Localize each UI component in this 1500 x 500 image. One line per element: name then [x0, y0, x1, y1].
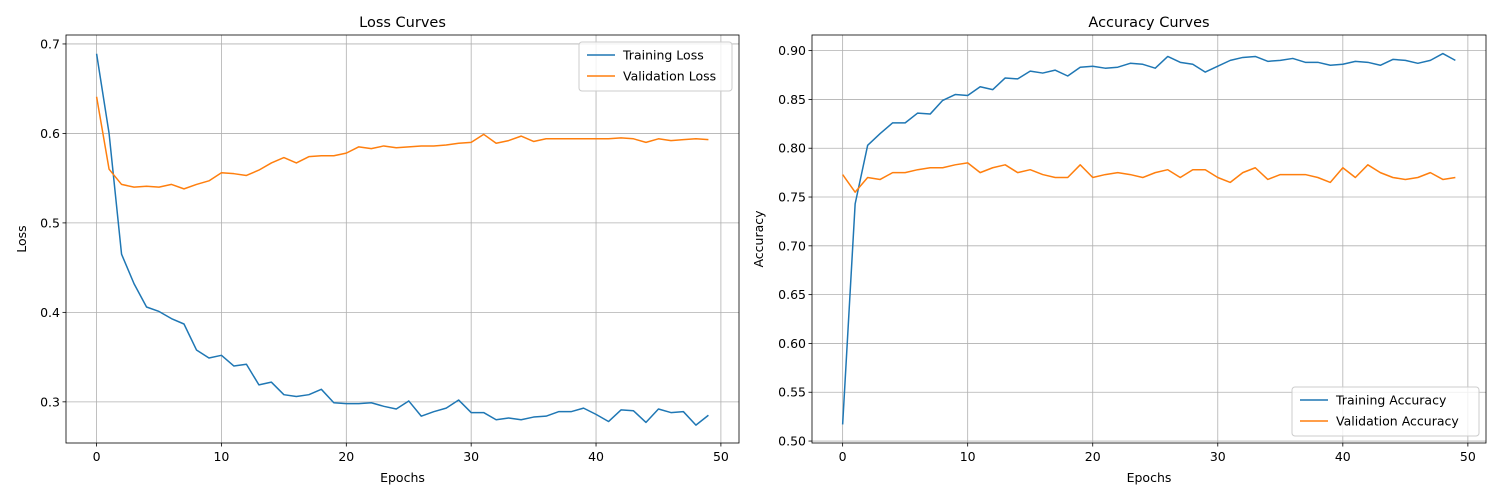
legend: Training Accuracy Validation Accuracy: [1291, 386, 1480, 437]
x-axis-label: Epochs: [1127, 470, 1172, 485]
x-tick-label: 40: [1335, 449, 1351, 464]
x-tick-label: 20: [338, 449, 354, 464]
y-tick-label: 0.70: [778, 238, 806, 253]
plot-frame: [811, 34, 1487, 444]
y-tick-label: 0.85: [778, 92, 806, 107]
legend-box: [1291, 386, 1480, 437]
x-tick-label: 0: [93, 449, 101, 464]
legend-label: Validation Loss: [623, 69, 716, 84]
y-tick-label: 0.65: [778, 287, 806, 302]
x-tick-label: 20: [1085, 449, 1101, 464]
legend: Training Loss Validation Loss: [578, 41, 733, 92]
x-tick-label: 50: [1460, 449, 1476, 464]
y-tick-label: 0.6: [40, 126, 60, 141]
x-tick-label: 10: [960, 449, 976, 464]
series-line-2: [842, 162, 1456, 193]
y-tick-label: 0.5: [40, 215, 60, 230]
y-tick-label: 0.55: [778, 385, 806, 400]
chart-2: 0 10 20 30 40 50 0.50 0.55 0.60 0.65 0.70 0.75 0.80 0…: [751, 15, 1487, 485]
chart-title: Loss Curves: [359, 15, 446, 31]
x-tick-label: 30: [463, 449, 479, 464]
x-tick-label: 40: [588, 449, 604, 464]
y-tick-label: 0.4: [40, 305, 60, 320]
chart-title: Accuracy Curves: [1088, 15, 1209, 31]
series-line-1: [95, 53, 709, 426]
x-tick-label: 10: [213, 449, 229, 464]
x-tick-label: 30: [1210, 449, 1226, 464]
y-tick-label: 0.90: [778, 43, 806, 58]
legend-box: [578, 41, 733, 92]
series-line-1: [841, 52, 1456, 425]
chart-1: 0 10 20 30 40 50 0.3 0.4 0.5 0.6 0.7 Loss Curves Epo…: [14, 15, 740, 485]
y-tick-label: 0.60: [778, 336, 806, 351]
x-axis-label: Epochs: [380, 470, 425, 485]
plot-frame: [65, 34, 740, 444]
y-axis-label: Loss: [14, 225, 29, 252]
y-tick-label: 0.3: [40, 394, 60, 409]
y-tick-label: 0.7: [40, 36, 60, 51]
y-tick-label: 0.50: [778, 434, 806, 449]
x-tick-label: 50: [713, 449, 729, 464]
series-line-2: [95, 96, 709, 190]
legend-label: Training Accuracy: [1335, 393, 1447, 408]
legend-label: Training Loss: [622, 48, 704, 63]
y-axis-label: Accuracy: [751, 210, 766, 268]
y-tick-label: 0.75: [778, 190, 806, 205]
legend-label: Validation Accuracy: [1336, 414, 1459, 429]
x-tick-label: 0: [839, 449, 847, 464]
y-tick-label: 0.80: [778, 141, 806, 156]
